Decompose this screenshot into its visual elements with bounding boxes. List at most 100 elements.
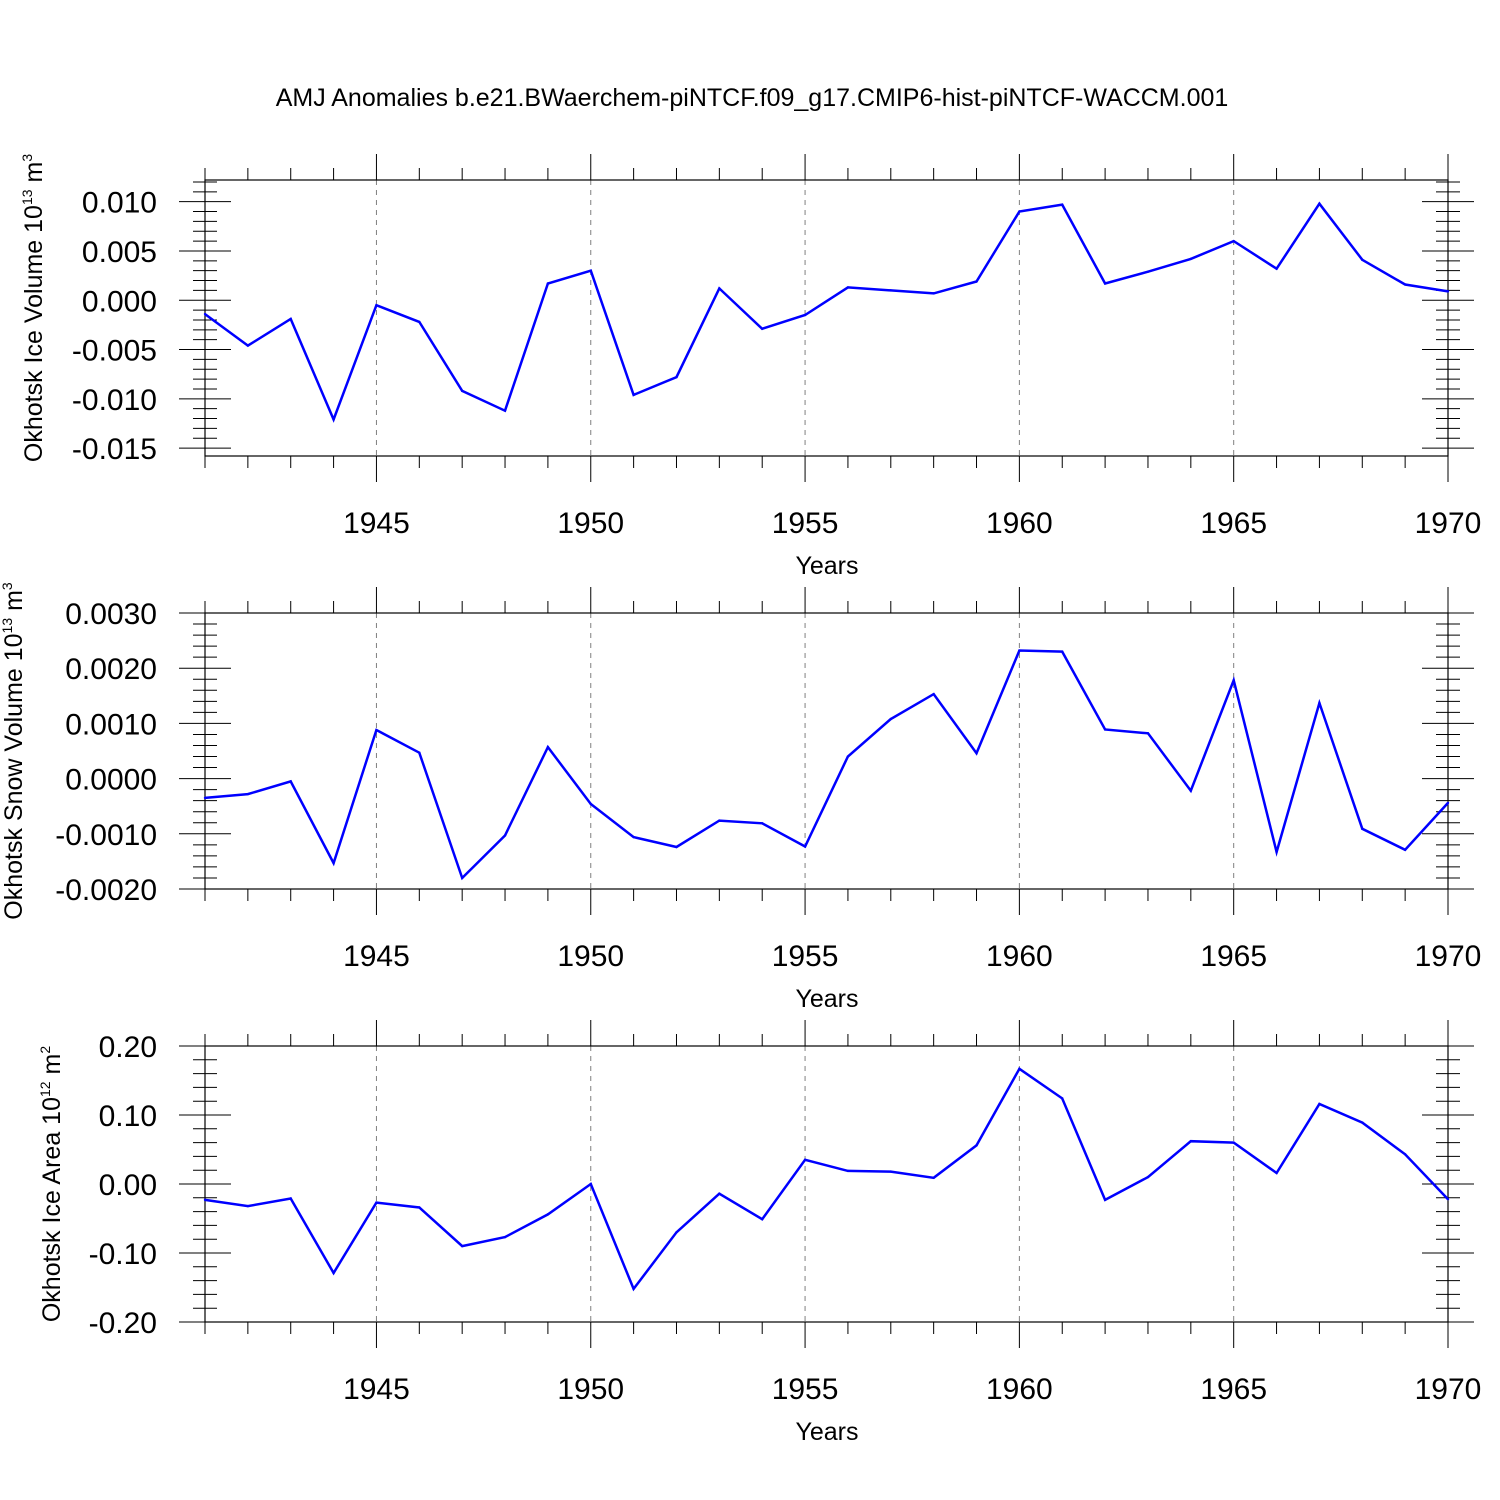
ice-volume-x-tick-label: 1950: [557, 507, 624, 540]
snow-volume-plot-frame: [204, 612, 1449, 890]
ice-volume-x-tick-label: 1965: [1200, 507, 1267, 540]
ice-volume-data-point: [589, 269, 592, 272]
ice-area-series-line: [204, 1066, 1449, 1292]
ice-volume-data-point: [632, 393, 635, 397]
snow-volume-series-line: [204, 649, 1449, 881]
ice-area-data-point: [1146, 1175, 1150, 1179]
ice-volume-x-tick-label: 1945: [343, 507, 410, 540]
ice-volume-data-point: [975, 280, 978, 283]
ice-volume-y-tick-label: -0.005: [72, 335, 157, 368]
snow-volume-data-point: [203, 796, 207, 800]
ice-volume-data-point: [1446, 290, 1450, 293]
ice-volume-data-point: [203, 312, 207, 316]
ice-volume-x-axis-label: Years: [795, 552, 858, 580]
ice-area-data-point: [460, 1244, 464, 1248]
ice-area-y-tick-label: 0.20: [99, 1031, 157, 1064]
snow-volume-panel: 0.0030 0.0020 0.0010 0.0000 -0.0010 -0.0020 19…: [0, 582, 1481, 1013]
ice-area-data-point: [1189, 1140, 1193, 1143]
ice-area-x-tick-label: 1955: [772, 1373, 839, 1406]
ice-area-y-axis-label: Okhotsk Ice Area 1012 m2: [37, 1046, 66, 1322]
ice-area-data-point: [289, 1197, 292, 1200]
snow-volume-data-point: [246, 792, 250, 796]
ice-area-data-point: [1361, 1121, 1364, 1124]
ice-volume-data-point: [332, 418, 335, 421]
ice-volume-y-tick-label: 0.005: [82, 236, 157, 269]
ice-area-data-point: [932, 1176, 935, 1179]
ice-volume-data-point: [803, 313, 807, 317]
ice-area-data-point: [246, 1204, 250, 1208]
ice-area-data-point: [1061, 1097, 1064, 1100]
ice-area-data-point: [546, 1213, 550, 1216]
ice-volume-data-point: [1189, 257, 1193, 261]
ice-area-data-point: [1403, 1153, 1407, 1156]
ice-volume-y-tick-label: 0.000: [82, 285, 157, 318]
ice-volume-data-point: [846, 286, 850, 289]
snow-volume-data-point: [975, 752, 978, 755]
snow-volume-data-point: [1446, 801, 1450, 805]
ice-volume-x-tick-label: 1955: [772, 507, 839, 540]
ice-volume-y-tick-label: -0.015: [72, 433, 157, 466]
ice-volume-data-point: [1403, 283, 1407, 286]
snow-volume-data-point: [761, 822, 764, 825]
snow-volume-data-point: [503, 834, 507, 837]
ice-area-data-point: [846, 1169, 850, 1173]
ice-volume-data-point: [1018, 210, 1021, 213]
ice-area-y-tick-label: -0.10: [89, 1238, 157, 1271]
ice-area-data-point: [1232, 1141, 1235, 1144]
snow-volume-data-point: [803, 845, 807, 848]
snow-volume-data-point: [632, 835, 635, 839]
snow-volume-y-tick-label: 0.0000: [65, 764, 157, 797]
ice-area-data-point: [503, 1235, 507, 1239]
ice-volume-data-point: [932, 292, 935, 295]
snow-volume-data-point: [1403, 848, 1407, 852]
ice-area-data-point: [675, 1231, 678, 1234]
ice-volume-data-point: [675, 375, 678, 379]
snow-volume-data-point: [1103, 728, 1107, 731]
ice-volume-data-point: [289, 317, 292, 321]
snow-volume-x-tick-label: 1970: [1415, 940, 1482, 973]
ice-volume-x-tick-label: 1970: [1415, 507, 1482, 540]
ice-volume-data-point: [246, 344, 250, 347]
snow-volume-data-point: [718, 819, 721, 822]
snow-volume-y-tick-label: -0.0010: [55, 819, 157, 852]
snow-volume-data-point: [1061, 650, 1064, 653]
snow-volume-data-point: [1318, 701, 1321, 705]
snow-volume-data-point: [546, 745, 550, 749]
ice-area-data-point: [803, 1158, 807, 1162]
ice-volume-y-tick-label: -0.010: [72, 384, 157, 417]
ice-area-x-tick-label: 1960: [986, 1373, 1053, 1406]
snow-volume-data-point: [289, 780, 292, 783]
ice-area-y-tick-label: 0.10: [99, 1100, 157, 1133]
ice-area-data-point: [718, 1192, 721, 1195]
ice-volume-data-point: [718, 287, 721, 290]
snow-volume-data-point: [1146, 732, 1150, 735]
ice-volume-data-point: [418, 320, 421, 324]
ice-volume-data-point: [1061, 203, 1064, 206]
snow-volume-x-tick-label: 1965: [1200, 940, 1267, 973]
ice-area-x-tick-label: 1945: [343, 1373, 410, 1406]
ice-volume-data-point: [460, 389, 464, 393]
snow-volume-data-point: [418, 751, 421, 754]
ice-volume-data-point: [1146, 270, 1150, 273]
snow-volume-data-point: [460, 876, 464, 880]
ice-area-data-point: [1018, 1067, 1021, 1070]
snow-volume-data-point: [1232, 679, 1235, 682]
snow-volume-y-tick-label: 0.0030: [65, 598, 157, 631]
ice-volume-data-point: [1103, 282, 1107, 285]
ice-volume-data-point: [375, 303, 378, 307]
ice-volume-data-point: [1318, 202, 1321, 205]
snow-volume-data-point: [1275, 850, 1278, 854]
ice-volume-data-point: [546, 282, 550, 285]
snow-volume-x-tick-label: 1955: [772, 940, 839, 973]
ice-area-x-tick-label: 1970: [1415, 1373, 1482, 1406]
snow-volume-data-point: [932, 692, 935, 696]
ice-area-x-tick-label: 1950: [557, 1373, 624, 1406]
ice-area-data-point: [203, 1198, 207, 1202]
ice-area-data-point: [1446, 1197, 1450, 1201]
ice-area-data-point: [761, 1217, 764, 1221]
ice-area-x-axis-label: Years: [795, 1418, 858, 1446]
ice-area-x-tick-label: 1965: [1200, 1373, 1267, 1406]
ice-volume-data-point: [1232, 239, 1235, 243]
snow-volume-y-tick-label: -0.0020: [55, 874, 157, 907]
ice-volume-data-point: [761, 327, 764, 331]
